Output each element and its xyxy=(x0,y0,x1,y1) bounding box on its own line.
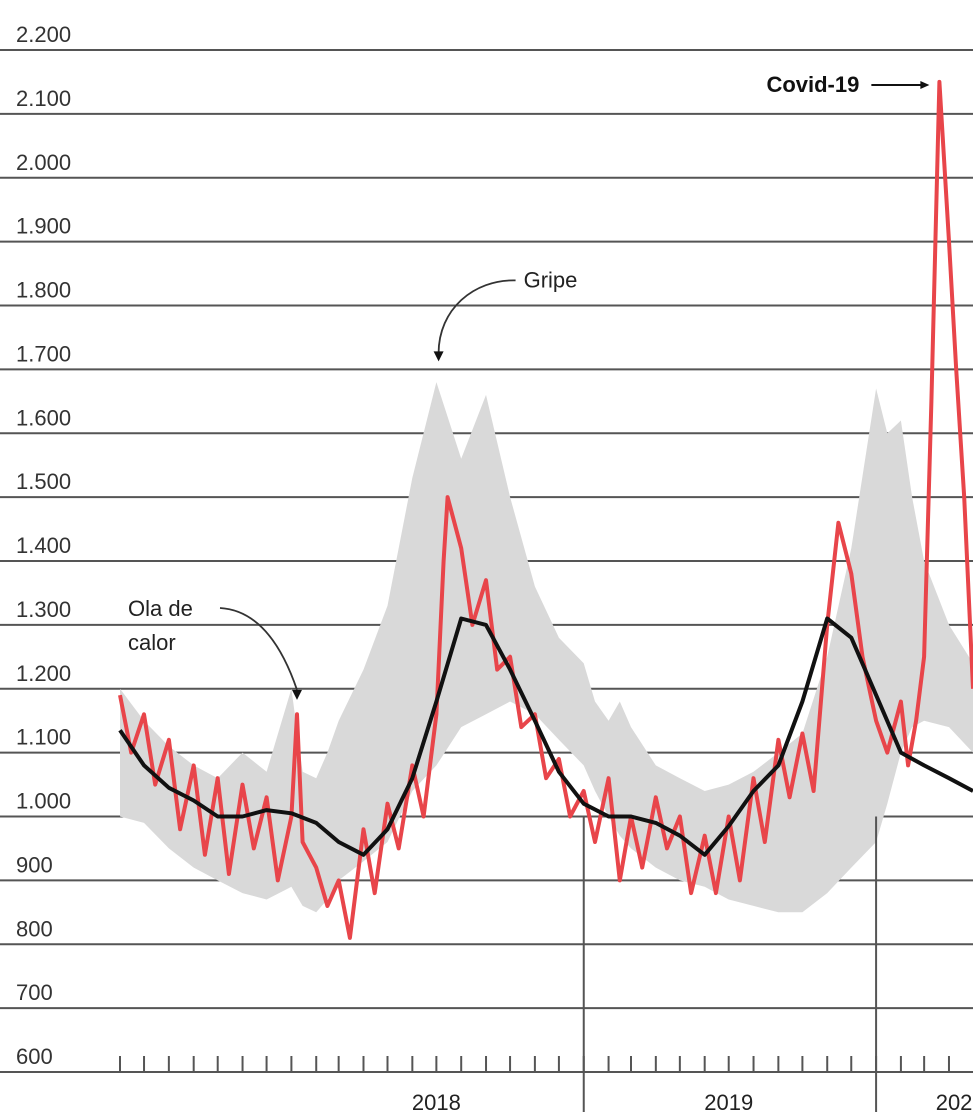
y-tick-label: 2.100 xyxy=(16,86,71,111)
annotation-gripe-curve xyxy=(437,279,516,354)
year-label-2018: 2018 xyxy=(412,1090,461,1115)
annotation-heatwave-line: Ola de xyxy=(128,596,193,621)
y-tick-label: 1.800 xyxy=(16,278,71,303)
annotation-heatwave-arrowhead xyxy=(292,689,303,700)
range-band xyxy=(120,382,973,913)
y-axis-tick-labels: 2.200 2.100 2.000 1.900 1.800 1.700 1.600 1.500… xyxy=(16,22,71,1069)
y-tick-label: 800 xyxy=(16,916,53,941)
annotation-covid: Covid-19 xyxy=(766,72,859,97)
x-axis-year-labels: 2018 2019 2020 xyxy=(412,1090,973,1115)
annotation-gripe-arrowhead xyxy=(433,351,444,362)
y-tick-label: 1.900 xyxy=(16,214,71,239)
chart-annotations: Covid-19 Gripe Ola de calor xyxy=(128,72,930,700)
annotation-heatwave-line: calor xyxy=(128,630,176,655)
y-tick-label: 2.200 xyxy=(16,22,71,47)
expected-series xyxy=(118,616,973,857)
y-tick-label: 900 xyxy=(16,852,53,877)
y-tick-label: 1.400 xyxy=(16,533,71,558)
observed-line xyxy=(118,79,973,940)
annotation-heatwave-curve xyxy=(219,607,298,691)
y-tick-label: 1.500 xyxy=(16,469,71,494)
annotation-gripe: Gripe xyxy=(524,267,578,292)
y-tick-label: 1.100 xyxy=(16,725,71,750)
annotation-covid-arrowhead xyxy=(920,80,930,89)
observed-series xyxy=(118,79,973,940)
y-tick-label: 700 xyxy=(16,980,53,1005)
expected-line xyxy=(118,616,973,857)
y-tick-label: 1.200 xyxy=(16,661,71,686)
x-axis-ticks xyxy=(119,1056,950,1072)
y-tick-label: 1.000 xyxy=(16,789,71,814)
y-tick-label: 1.700 xyxy=(16,341,71,366)
y-tick-label: 1.600 xyxy=(16,405,71,430)
y-tick-label: 600 xyxy=(16,1044,53,1069)
y-tick-label: 2.000 xyxy=(16,150,71,175)
y-tick-label: 1.300 xyxy=(16,597,71,622)
year-label-2019: 2019 xyxy=(704,1090,753,1115)
expected-range-band xyxy=(120,382,973,913)
year-label-2020: 2020 xyxy=(936,1090,973,1115)
